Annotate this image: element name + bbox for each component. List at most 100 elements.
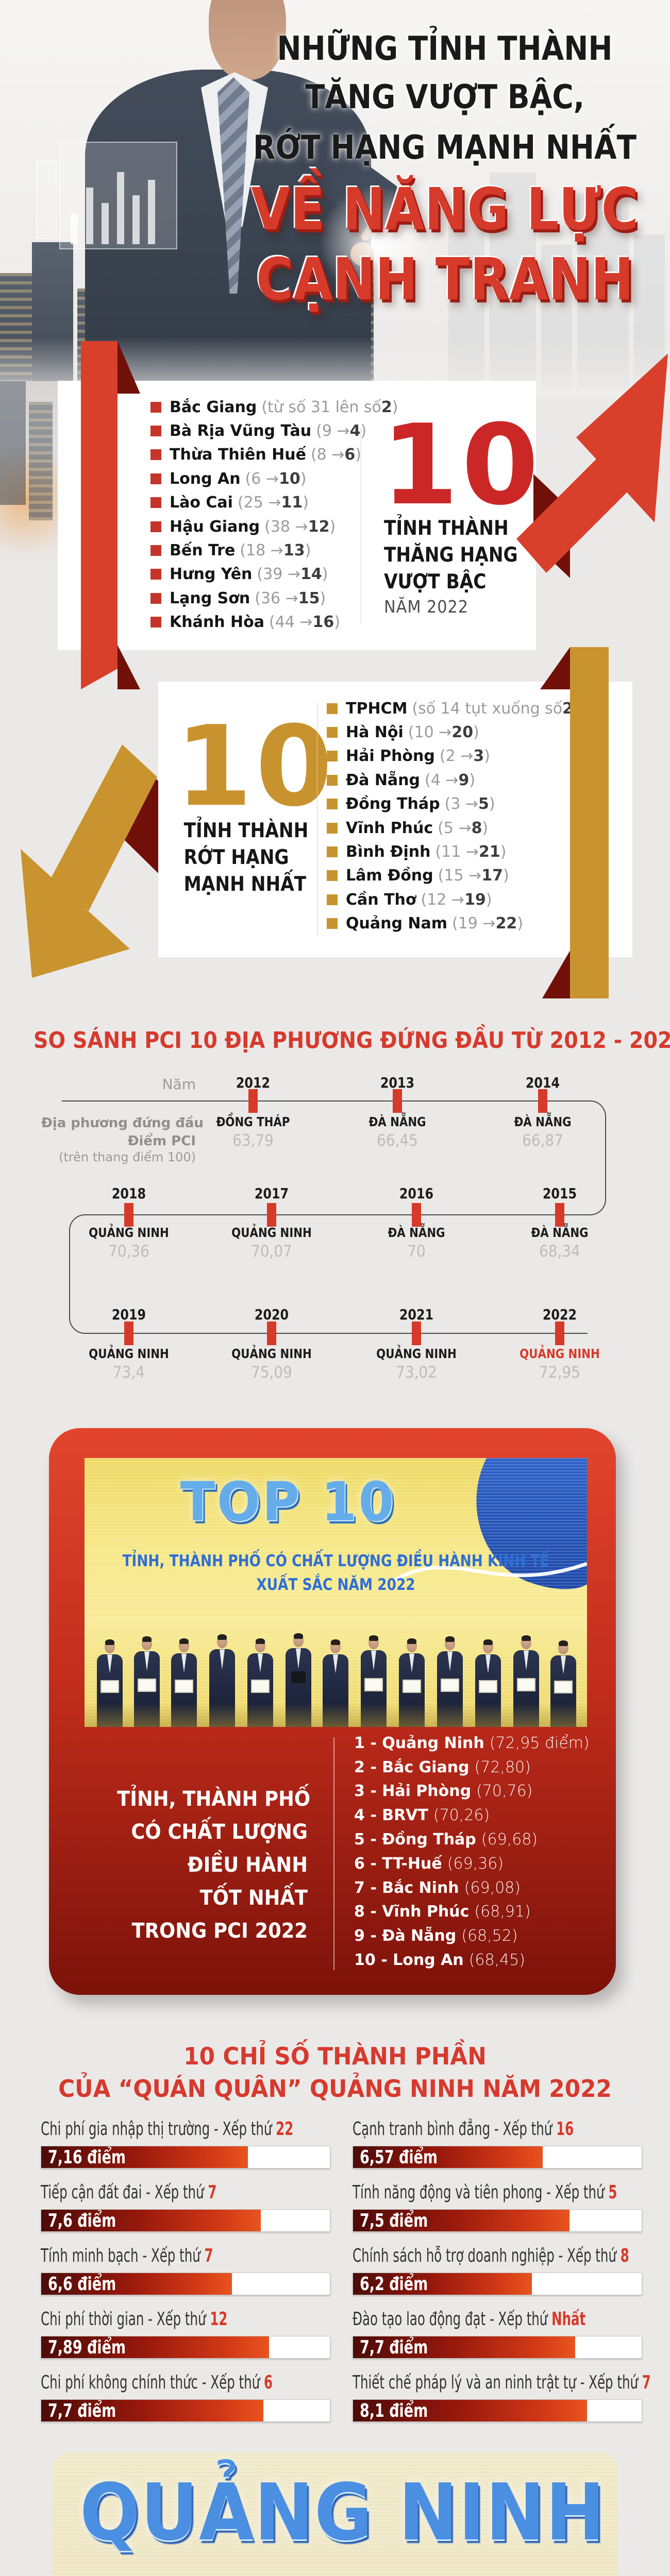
timeline-leader: ĐÀ NẴNG — [514, 1114, 572, 1129]
timeline-year: 2015 — [542, 1185, 577, 1202]
timeline-entry: 2012 ĐỒNG THÁP 63,79 — [186, 1074, 320, 1150]
ranking-name: 8 - Vĩnh Phúc — [354, 1903, 470, 1921]
list-item: Lâm Đồng (15 → 17 ) — [327, 864, 626, 888]
ranking-name: 6 - TT-Huế — [354, 1854, 442, 1873]
paren-close: ) — [322, 565, 328, 584]
index-rank: 8 — [620, 2245, 629, 2266]
rank-change-from: (từ số 31 lên số — [261, 398, 381, 416]
mini-bar — [117, 172, 124, 244]
province-name: Khánh Hòa — [170, 613, 264, 632]
score-value: 7,16 điểm — [48, 2146, 126, 2168]
ranking-name: 5 - Đồng Tháp — [354, 1831, 476, 1849]
top10-card: TOP 10 TỈNH, THÀNH PHỐ CÓ CHẤT LƯỢNG ĐIỀ… — [49, 1428, 616, 1995]
score-value: 7,5 điểm — [360, 2210, 428, 2231]
index-rank: 5 — [608, 2182, 617, 2203]
score-bar-track: 7,16 điểm — [41, 2146, 330, 2168]
ranking-item: 1 - Quảng Ninh (72,95 điểm) — [354, 1731, 601, 1755]
mini-bar — [132, 195, 140, 244]
timeline-row-label-score: Điểm PCI — [127, 1133, 196, 1149]
certificate — [364, 1677, 383, 1692]
score-bar-fill: 7,89 điểm — [41, 2336, 269, 2358]
bullet-square-icon — [327, 774, 338, 786]
ranking-score: (70,76) — [476, 1782, 533, 1801]
ranking-name: 7 - Bắc Ninh — [354, 1878, 459, 1897]
rank-change-from: (11 → — [435, 843, 479, 861]
bullet-square-icon — [327, 799, 338, 810]
paren-close: ) — [320, 589, 326, 607]
list-item: Lạng Sơn (36 → 15 ) — [150, 586, 439, 610]
index-label: Đào tạo lao động đạt - Xếp thứ Nhất — [353, 2309, 586, 2330]
score-value: 7,7 điểm — [48, 2400, 116, 2421]
big-number-10: 10 — [175, 702, 336, 831]
list-item: Hưng Yên (39 → 14 ) — [150, 563, 439, 586]
headline-red-line: CẠNH TRANH — [256, 246, 634, 313]
score-value: 7,7 điểm — [360, 2336, 428, 2358]
score-value: 7,89 điểm — [48, 2336, 126, 2358]
rank-change-from: (10 → — [408, 723, 452, 742]
risers-label: TỈNH THÀNH — [384, 517, 509, 540]
paren-close: ) — [484, 747, 490, 766]
rank-change-from: (15 → — [438, 867, 482, 885]
rank-change-from: (19 → — [452, 914, 496, 933]
index-bar-row: Cạnh tranh bình đẳng - Xếp thứ 16 6,57 đ… — [353, 2119, 642, 2182]
paren-close: ) — [334, 613, 341, 632]
rank-change-to: 10 — [279, 469, 300, 488]
index-bar-row: Tính năng động và tiên phong - Xếp thứ 5… — [353, 2182, 642, 2245]
champion-photo: QUẢNG NINH TỈNH CÓ CHẤT LƯỢNG ĐIỀU HÀNH … — [52, 2452, 618, 2576]
divider — [333, 1737, 334, 1970]
ranking-score: (69,68) — [481, 1831, 538, 1849]
ranking-item: 5 - Đồng Tháp (69,68) — [354, 1827, 601, 1852]
person-head — [141, 1636, 153, 1651]
index-label: Tính minh bạch - Xếp thứ 7 — [41, 2245, 213, 2266]
person-head — [216, 1634, 228, 1649]
photo-subtitle: XUẤT SẮC NĂM 2022 — [256, 1575, 415, 1594]
year-note: NĂM 2022 — [384, 597, 468, 617]
rank-change-to: 14 — [300, 565, 322, 584]
index-rank: 6 — [263, 2372, 273, 2393]
timeline-year: 2018 — [111, 1185, 146, 1202]
province-name: Bình Định — [346, 843, 431, 861]
paren-close: ) — [469, 771, 476, 789]
province-name: Lào Cai — [170, 494, 233, 512]
top10-ranking-list: 1 - Quảng Ninh (72,95 điểm) 2 - Bắc Gian… — [354, 1731, 601, 1972]
bullet-square-icon — [327, 894, 338, 905]
score-bar-track: 6,2 điểm — [353, 2273, 642, 2295]
risers-list: Bắc Giang (từ số 31 lên số 2 ) Bà Rịa Vũ… — [150, 395, 439, 634]
mini-bar — [102, 203, 109, 244]
mini-bar — [148, 180, 155, 244]
timeline-leader: ĐÀ NẴNG — [531, 1225, 589, 1240]
caption-line: ĐIỀU HÀNH — [187, 1853, 308, 1877]
paren-close: ) — [360, 422, 367, 440]
province-name: Hải Phòng — [346, 747, 435, 766]
index-label: Thiết chế pháp lý và an ninh trật tự - X… — [353, 2372, 651, 2393]
timeline-score: 73,4 — [112, 1363, 145, 1382]
mini-bar — [86, 188, 93, 244]
award-recipients — [52, 2452, 618, 2576]
bullet-square-icon — [150, 473, 161, 484]
timeline-score: 66,87 — [522, 1131, 563, 1150]
bullet-square-icon — [150, 401, 161, 413]
bullet-square-icon — [150, 497, 161, 509]
province-name: Đà Nẵng — [346, 771, 421, 789]
person-head — [368, 1635, 379, 1650]
index-rank: Nhất — [551, 2309, 586, 2330]
indices-title: CỦA “QUÁN QUÂN” QUẢNG NINH NĂM 2022 — [58, 2075, 612, 2103]
certificate — [554, 1681, 573, 1694]
photo-map-graphic — [393, 1458, 587, 1589]
rank-change-from: (5 → — [438, 819, 472, 837]
rank-change-to: 20 — [451, 723, 474, 742]
indices-title: 10 CHỈ SỐ THÀNH PHẦN — [183, 2042, 487, 2070]
headline-line: TĂNG VƯỢT BẬC, — [305, 78, 585, 116]
index-label: Chi phí không chính thức - Xếp thứ 6 — [41, 2372, 273, 2393]
timeline-row-label-leader: Địa phương đứng đầu — [41, 1115, 204, 1131]
ranking-item: 9 - Đà Nẵng (68,52) — [354, 1924, 601, 1948]
bullet-square-icon — [150, 521, 161, 532]
timeline-year: 2021 — [399, 1306, 434, 1323]
index-bar-row: Chi phí không chính thức - Xếp thứ 6 7,7… — [41, 2372, 330, 2435]
paren-close: ) — [500, 843, 507, 861]
list-item: Bến Tre (18 → 13 ) — [150, 538, 439, 562]
timeline-title: SO SÁNH PCI 10 ĐỊA PHƯƠNG ĐỨNG ĐẦU TỪ 20… — [34, 1027, 670, 1054]
person-head — [178, 1638, 190, 1653]
rank-change-to: 16 — [312, 613, 334, 632]
index-bar-row: Chi phí gia nhập thị trường - Xếp thứ 22… — [41, 2119, 330, 2182]
